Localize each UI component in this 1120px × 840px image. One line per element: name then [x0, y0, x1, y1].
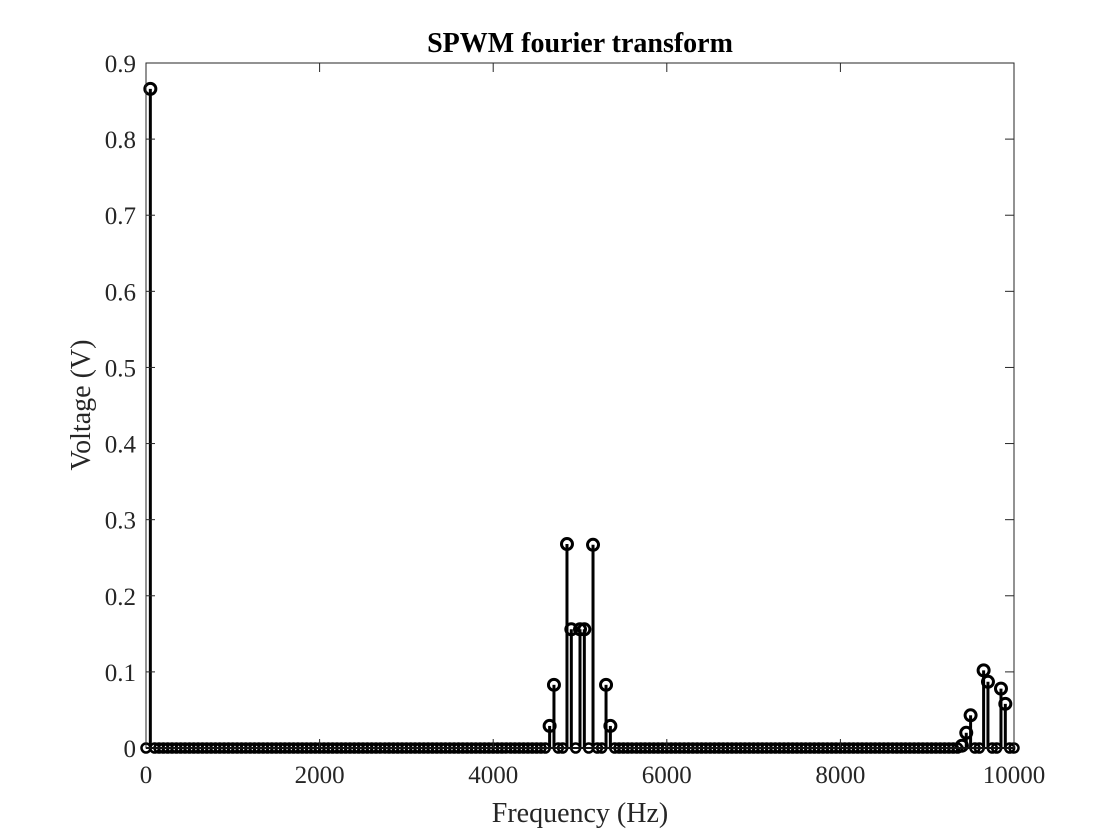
y-tick-label: 0.6 — [105, 279, 136, 306]
stem-marker — [963, 708, 978, 723]
y-tick-label: 0.2 — [105, 584, 136, 611]
stem-marker — [577, 622, 592, 637]
y-tick-label: 0.4 — [105, 432, 137, 459]
stem-marker — [542, 718, 557, 733]
y-axis-ticks: 0 0.1 0.2 0.3 0.4 0.5 0.6 0.7 0.8 0.9 — [105, 51, 1014, 763]
stem-marker — [564, 622, 579, 637]
x-tick-label: 10000 — [983, 762, 1046, 789]
stem-marker — [143, 81, 158, 96]
y-tick-label: 0.9 — [105, 51, 136, 78]
x-tick-label: 4000 — [468, 762, 518, 789]
stem-marker — [573, 622, 587, 637]
stem-marker — [998, 696, 1013, 711]
y-tick-label: 0.3 — [105, 508, 136, 535]
stem-marker — [599, 677, 614, 692]
stem-marker — [546, 677, 561, 692]
y-tick-label: 0.5 — [105, 355, 136, 382]
x-tick-label: 8000 — [815, 762, 865, 789]
x-tick-label: 6000 — [642, 762, 692, 789]
stem-marker — [586, 537, 601, 552]
x-axis-label: Frequency (Hz) — [492, 798, 668, 829]
chart-title: SPWM fourier transform — [427, 28, 733, 59]
stem-marker — [954, 738, 969, 753]
stem-marker — [559, 537, 574, 552]
y-tick-label: 0.8 — [105, 127, 136, 154]
y-tick-label: 0 — [124, 736, 137, 763]
stem-marker — [976, 663, 991, 678]
x-tick-label: 2000 — [295, 762, 345, 789]
x-axis-ticks: 0 2000 4000 6000 8000 10000 — [140, 63, 1046, 789]
stem-marker — [603, 718, 618, 733]
y-tick-label: 0.1 — [105, 660, 136, 687]
stem-marker — [980, 674, 995, 689]
stem-marker — [993, 681, 1008, 696]
y-tick-label: 0.7 — [105, 203, 136, 230]
axes-box — [145, 62, 1015, 749]
stem-marker — [959, 725, 974, 740]
y-axis-label: Voltage (V) — [66, 340, 97, 471]
x-tick-label: 0 — [140, 762, 153, 789]
